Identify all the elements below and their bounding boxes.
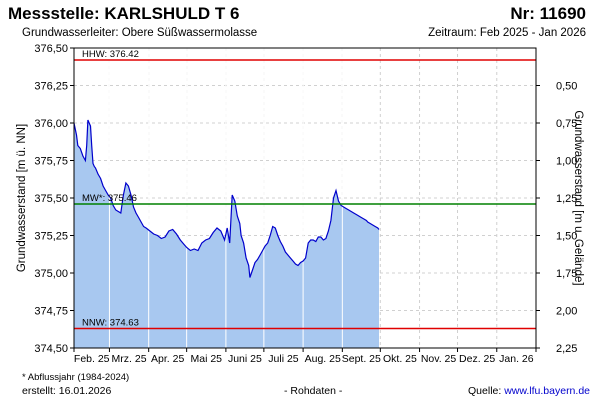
x-tick-label: Mrz. 25 — [112, 353, 147, 365]
reference-line-label: HHW: 376.42 — [82, 49, 139, 60]
x-tick-label: Feb. 25 — [74, 353, 110, 365]
source-line: Quelle: www.lfu.bayern.de — [468, 385, 590, 397]
x-tick-label: Jan. 26 — [499, 353, 534, 365]
y-tick-label-left: 375,25 — [34, 231, 68, 243]
y-tick-label-left: 375,75 — [34, 156, 68, 168]
x-tick-label: Sept. 25 — [342, 353, 381, 365]
y-tick-label-right: 2,00 — [556, 306, 577, 318]
y-tick-label-left: 374,50 — [34, 343, 68, 355]
footnote: * Abflussjahr (1984-2024) — [22, 372, 130, 383]
y-tick-label-right: 1,25 — [556, 193, 577, 205]
x-tick-label: Okt. 25 — [383, 353, 417, 365]
y-tick-label-left: 376,50 — [34, 43, 68, 55]
y-tick-label-left: 374,75 — [34, 306, 68, 318]
y-tick-label-left: 375,00 — [34, 268, 68, 280]
y-tick-label-right: 0,50 — [556, 81, 577, 93]
y-tick-label-left: 376,00 — [34, 118, 68, 130]
water-level-line — [74, 119, 380, 278]
y-tick-label-right: 1,00 — [556, 156, 577, 168]
x-tick-label: Mai 25 — [191, 353, 223, 365]
station-number: Nr: 11690 — [510, 4, 586, 23]
reference-line-label: NNW: 374.63 — [82, 318, 139, 329]
y-tick-label-left: 376,25 — [34, 81, 68, 93]
y-tick-label-right: 0,75 — [556, 118, 577, 130]
y-axis-label-right: Grundwasserstand [m u. Gelände] — [572, 110, 584, 285]
x-tick-label: Dez. 25 — [459, 353, 495, 365]
x-tick-label: Aug. 25 — [305, 353, 341, 365]
y-tick-label-left: 375,50 — [34, 193, 68, 205]
y-tick-label-right: 1,50 — [556, 231, 577, 243]
x-tick-label: Juni 25 — [228, 353, 262, 365]
aquifer-label: Grundwasserleiter: Obere Süßwassermolass… — [22, 27, 258, 39]
station-title: Messstelle: KARLSHULD T 6 — [8, 4, 240, 23]
y-tick-label-right: 1,75 — [556, 268, 577, 280]
x-tick-label: Nov. 25 — [421, 353, 457, 365]
reference-line-label: MW*: 375.46 — [82, 193, 137, 204]
rawdata-label: - Rohdaten - — [284, 385, 343, 397]
source-label: Quelle: — [468, 385, 505, 397]
y-tick-label-right: 2,25 — [556, 343, 577, 355]
period-label: Zeitraum: Feb 2025 - Jan 2026 — [428, 27, 586, 39]
x-tick-label: Apr. 25 — [151, 353, 184, 365]
x-tick-label: Juli 25 — [268, 353, 299, 365]
y-axis-label-left: Grundwasserstand [m ü. NN] — [16, 124, 28, 272]
created-date: erstellt: 16.01.2026 — [22, 385, 112, 397]
source-link[interactable]: www.lfu.bayern.de — [504, 385, 590, 397]
